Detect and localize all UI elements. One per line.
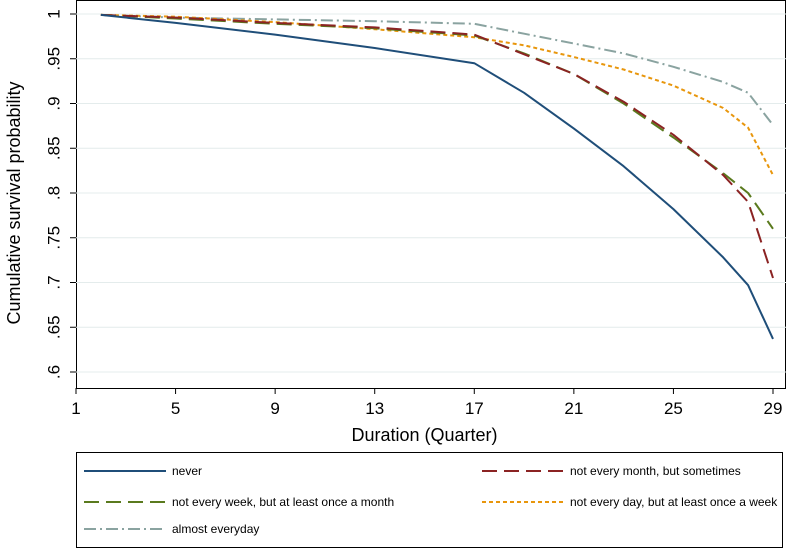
y-tick-label: .95 — [45, 47, 64, 71]
x-tick-label: 29 — [764, 399, 783, 418]
series-line-almost-everyday — [100, 13, 774, 126]
y-tick-label: 1 — [45, 9, 64, 18]
legend-label: not every month, but sometimes — [570, 464, 741, 478]
x-tick-label: 17 — [465, 399, 484, 418]
y-axis-label: Cumulative survival probability — [4, 81, 24, 324]
y-tick-label: .65 — [45, 315, 64, 339]
legend-label: never — [172, 464, 202, 478]
y-tick-label: .8 — [45, 186, 64, 200]
x-tick-label: 21 — [564, 399, 583, 418]
series-lines — [100, 13, 774, 340]
x-tick-label: 25 — [664, 399, 683, 418]
y-tick-label: .85 — [45, 136, 64, 160]
x-tick-label: 13 — [365, 399, 384, 418]
y-tick-label: .6 — [45, 365, 64, 379]
x-tick-label: 9 — [270, 399, 279, 418]
y-axis: .6 .65 .7 .75 .8 .85 .9 .95 1 — [45, 9, 76, 379]
gridlines — [76, 13, 786, 373]
x-axis-label: Duration (Quarter) — [351, 425, 497, 445]
legend-label: not every day, but at least once a week — [570, 495, 778, 509]
series-line-not-every-month-but-sometimes — [100, 13, 774, 279]
legend-label: almost everyday — [172, 522, 259, 536]
series-line-never — [100, 13, 774, 340]
legend: never not every month, but sometimes not e… — [76, 452, 783, 548]
x-axis: 1 5 9 13 17 21 25 29 — [71, 388, 782, 418]
legend-box — [76, 452, 783, 548]
legend-label: not every week, but at least once a mont… — [172, 495, 394, 509]
y-tick-label: .7 — [45, 275, 64, 289]
x-tick-label: 5 — [171, 399, 180, 418]
y-tick-label: .75 — [45, 226, 64, 250]
x-tick-label: 1 — [71, 399, 80, 418]
y-tick-label: .9 — [45, 96, 64, 110]
